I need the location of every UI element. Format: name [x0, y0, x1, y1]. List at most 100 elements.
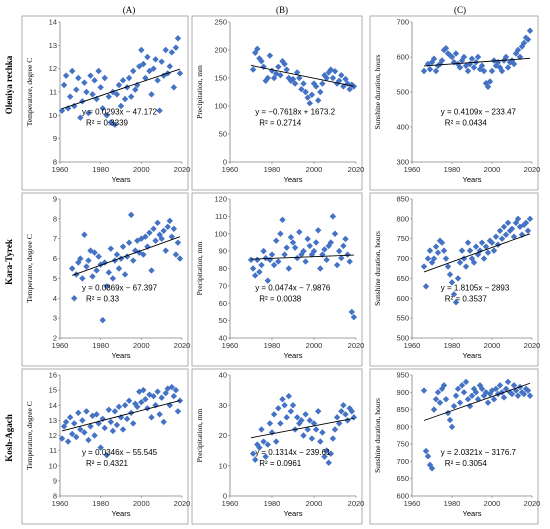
panel-r1-c2-point-22 [464, 239, 472, 246]
panel-r0-c0-point-1 [60, 81, 68, 89]
panel-r0-c1-equation: y = −0.7618x + 1673.2 [255, 107, 335, 116]
panel-r2-c2-ytick-label-5: 850 [396, 405, 409, 414]
panel-r2-c1-ytick-label-4: 40 [219, 371, 227, 380]
panel-r0-c0-point-27 [113, 91, 121, 98]
panel-r2-c1-ytick-label-0: 0 [223, 492, 227, 501]
panel-r2-c0-frame [21, 368, 189, 525]
panel-r2-c0-xtick-label-2: 2000 [133, 499, 150, 508]
panel-r2-c0-point-40 [140, 386, 147, 394]
panel-r2-c2-ytick-label-6: 900 [396, 388, 409, 397]
panel-r0-c2-xtick-label-2: 2000 [484, 165, 501, 174]
panel-r0-c1-y-axis-title: Precipitation, mm [195, 65, 204, 119]
panel-r2-c2-equation: y = 2.0321x − 3176.7 [441, 448, 517, 457]
panel-r0-c0-point-26 [111, 121, 119, 128]
panel-r1-c2-r-squared: R² = 0.3537 [445, 295, 488, 304]
panel-r0-c2-point-2 [426, 66, 434, 73]
panel-r0-c2-trend-line [423, 57, 531, 67]
panel-r1-c2-point-25 [470, 259, 478, 266]
panel-r1-c0-point-42 [154, 219, 161, 227]
panel-r0-c2-point-15 [452, 50, 460, 57]
panel-r0-c0-xtick-label-3: 2020 [174, 165, 191, 174]
panel-r2-c2-point-1 [422, 447, 430, 455]
panel-r0-c1-frame [191, 15, 363, 191]
panel-r2-c2-xtick-label-1: 1980 [444, 499, 461, 508]
panel-r1-c2-point-18 [456, 259, 464, 266]
panel-r1-c2-point-9 [438, 239, 446, 246]
panel-r2-c0-point-45 [150, 392, 157, 400]
panel-r2-c2-point-35 [490, 396, 498, 403]
panel-r2-c1-point-34 [321, 453, 328, 460]
panel-r0-c0-ytick-label-0: 8 [53, 158, 57, 167]
panel-r1-c0-trend-line [72, 236, 181, 276]
panel-r1-c1-ytick-label-3: 70 [219, 281, 227, 290]
panel-r0-c1-point-13 [277, 72, 284, 79]
panel-r2-c0-point-54 [168, 383, 176, 391]
panel-r0-c0-point-34 [127, 93, 135, 100]
panel-r0-c0-point-53 [166, 63, 173, 70]
panel-r1-c1: 40 50 60 70 80 90 100 110 120 1960 1980 2000 2020 Yea… [191, 192, 364, 367]
panel-r1-c2-point-28 [476, 247, 484, 254]
panel-r2-c0-point-0 [58, 435, 66, 442]
panel-r1-c2-xtick-label-1: 1980 [444, 341, 461, 350]
panel-r0-c0-point-45 [150, 65, 157, 72]
panel-r0-c0-point-12 [83, 88, 90, 96]
panel-r0-c1-point-42 [338, 72, 345, 79]
panel-r1-c1-point-30 [310, 247, 318, 255]
panel-r0-c2-point-31 [484, 83, 492, 90]
panel-r1-c0-point-20 [109, 275, 117, 282]
panel-r1-c2-point-42 [504, 219, 512, 227]
panel-r2-c1-point-0 [249, 450, 257, 457]
panel-r0-c0-point-13 [85, 109, 92, 117]
panel-r2-c0-point-55 [170, 392, 178, 400]
row-label-oleniya-rechka: Oleniya rechka [4, 55, 14, 114]
panel-r0-c0-point-5 [69, 67, 76, 75]
panel-r0-c1-ytick-label-3: 150 [214, 74, 227, 83]
panel-r0-c1-point-35 [323, 74, 330, 82]
panel-r1-c1-point-25 [300, 247, 307, 255]
panel-r0-c2-point-3 [428, 59, 436, 66]
panel-r1-c0-y-axis-title: Temperature, degree C [25, 234, 34, 302]
panel-r1-c1-point-18 [285, 265, 292, 272]
panel-r1-c0-point-18 [105, 269, 112, 276]
panel-r1-c0-point-28 [125, 239, 133, 246]
panel-r1-c2-point-12 [444, 263, 452, 270]
panel-r2-c1-point-26 [304, 426, 311, 433]
panel-r1-c2-point-3 [426, 247, 434, 254]
panel-r0-c0-point-6 [71, 102, 78, 110]
panel-r1-c2-point-21 [462, 263, 470, 270]
panel-r2-c2-point-6 [432, 396, 440, 403]
panel-r2-c2-point-0 [420, 387, 428, 394]
panel-r2-c2-r-squared: R² = 0.3054 [445, 459, 488, 468]
panel-r1-c2-point-2 [424, 255, 432, 262]
panel-r0-c2-point-29 [480, 67, 488, 75]
panel-r2-c2-point-20 [460, 389, 468, 396]
panel-r1-c0-point-43 [156, 231, 163, 238]
panel-r1-c2-point-51 [522, 219, 530, 227]
panel-r1-c2-ytick-label-1: 550 [396, 314, 409, 323]
panel-r0-c0-point-11 [81, 79, 88, 86]
panel-r0-c2-y-axis-title: Sunshine duration, hours [373, 55, 382, 130]
panel-r1-c1-point-1 [249, 265, 257, 272]
panel-r0-c0-point-36 [132, 86, 139, 93]
panel-r0-c0-point-56 [172, 44, 180, 51]
panel-r1-c0-equation: y = 0.0369x − 67.397 [82, 284, 158, 293]
panel-r2-c0-point-21 [101, 424, 108, 432]
panel-r1-c2-y-axis-title: Sunshine duration, hours [373, 231, 382, 306]
panel-r2-c1-point-1 [252, 456, 259, 463]
panel-r2-c1-point-4 [258, 426, 265, 433]
panel-r1-c1-point-22 [294, 254, 301, 262]
panel-r0-c2-xtick-label-3: 2020 [524, 165, 541, 174]
panel-r2-c0-point-47 [154, 388, 161, 395]
panel-r0-c0-point-51 [162, 46, 169, 54]
panel-r0-c1-xtick-label-2: 2000 [306, 165, 323, 174]
panel-r2-c0-point-3 [64, 438, 72, 445]
panel-r2-c0-point-36 [132, 400, 139, 407]
panel-r0-c0-point-8 [75, 74, 82, 82]
panel-r1-c1-point-45 [342, 235, 349, 243]
panel-r1-c0-point-31 [132, 247, 139, 254]
panel-r2-c2-point-2 [424, 453, 432, 460]
panel-r1-c1-frame [191, 192, 363, 367]
panel-r2-c0-point-28 [115, 403, 123, 410]
panel-r1-c2-point-41 [502, 231, 510, 238]
panel-r2-c0-point-51 [162, 389, 169, 397]
